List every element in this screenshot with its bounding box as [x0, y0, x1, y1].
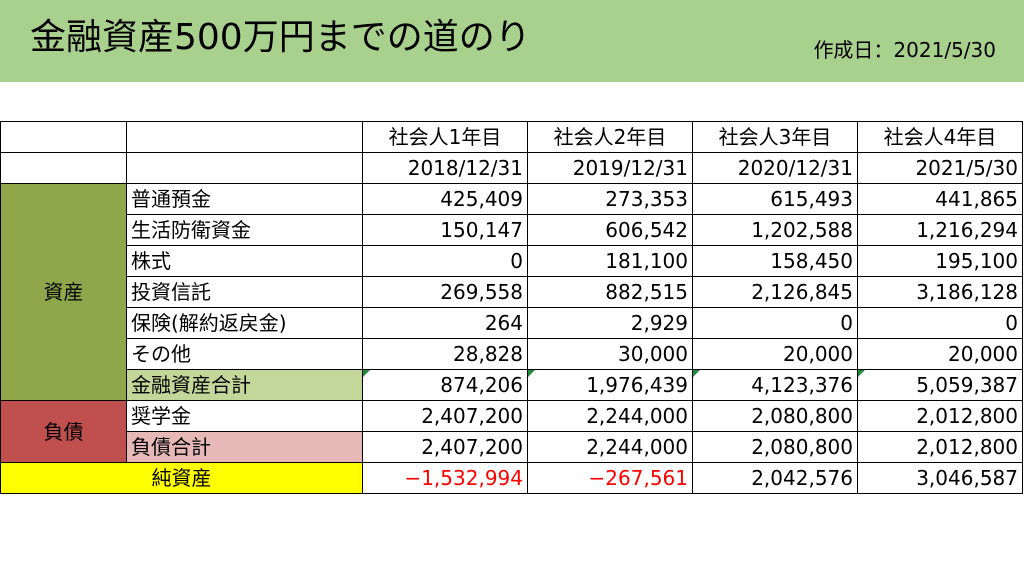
corner-cell — [0, 121, 127, 153]
row-label: 奨学金 — [126, 400, 363, 432]
liabilities-total-label: 負債合計 — [126, 431, 363, 463]
value-cell: 5,059,387 — [857, 369, 1023, 401]
value-cell: 3,186,128 — [857, 276, 1023, 308]
row-label: その他 — [126, 338, 363, 370]
value-cell: 273,353 — [527, 183, 693, 215]
value-cell: 269,558 — [362, 276, 528, 308]
value-cell: 150,147 — [362, 214, 528, 246]
column-header: 社会人2年目 — [527, 121, 693, 153]
value-cell: 1,216,294 — [857, 214, 1023, 246]
liabilities-category-cell: 負債 — [0, 400, 127, 463]
liabilities-total-row: 負債合計 2,407,200 2,244,000 2,080,800 2,012… — [1, 431, 1023, 463]
value-cell: 264 — [362, 307, 528, 339]
value-cell: −1,532,994 — [362, 462, 528, 494]
table-row: 投資信託 269,558 882,515 2,126,845 3,186,128 — [1, 276, 1023, 308]
value-cell: 2,407,200 — [362, 431, 528, 463]
value-cell: 20,000 — [857, 338, 1023, 370]
value-cell: 615,493 — [692, 183, 858, 215]
value-cell: −267,561 — [527, 462, 693, 494]
column-header: 社会人3年目 — [692, 121, 858, 153]
row-label: 保険(解約返戻金) — [126, 307, 363, 339]
financial-table: 社会人1年目 社会人2年目 社会人3年目 社会人4年目 2018/12/31 2… — [0, 121, 1023, 494]
value-cell: 2,244,000 — [527, 400, 693, 432]
column-header: 社会人1年目 — [362, 121, 528, 153]
value-cell: 158,450 — [692, 245, 858, 277]
value-cell: 2,012,800 — [857, 400, 1023, 432]
column-date: 2020/12/31 — [692, 152, 858, 184]
value-cell: 882,515 — [527, 276, 693, 308]
value-cell: 195,100 — [857, 245, 1023, 277]
value-cell: 2,080,800 — [692, 400, 858, 432]
created-date: 作成日：2021/5/30 — [813, 38, 996, 62]
corner-cell — [126, 121, 363, 153]
assets-category-cell: 資産 — [0, 183, 127, 401]
page-title: 金融資産500万円までの道のり — [30, 17, 531, 58]
value-cell: 3,046,587 — [857, 462, 1023, 494]
table-row: その他 28,828 30,000 20,000 20,000 — [1, 338, 1023, 370]
column-header: 社会人4年目 — [857, 121, 1023, 153]
value-cell: 441,865 — [857, 183, 1023, 215]
corner-cell — [0, 152, 127, 184]
value-cell: 30,000 — [527, 338, 693, 370]
table-row: 保険(解約返戻金) 264 2,929 0 0 — [1, 307, 1023, 339]
header-row-labels: 社会人1年目 社会人2年目 社会人3年目 社会人4年目 — [0, 121, 1023, 153]
net-assets-label: 純資産 — [0, 462, 363, 494]
corner-cell — [126, 152, 363, 184]
value-cell: 28,828 — [362, 338, 528, 370]
value-cell: 425,409 — [362, 183, 528, 215]
table-row: 資産 普通預金 425,409 273,353 615,493 441,865 — [0, 183, 1023, 401]
net-assets-row: 純資産 −1,532,994 −267,561 2,042,576 3,046,… — [0, 462, 1023, 494]
column-date: 2021/5/30 — [857, 152, 1023, 184]
value-cell: 2,407,200 — [362, 400, 528, 432]
column-date: 2018/12/31 — [362, 152, 528, 184]
table-row: 生活防衛資金 150,147 606,542 1,202,588 1,216,2… — [1, 214, 1023, 246]
value-cell: 606,542 — [527, 214, 693, 246]
value-cell: 0 — [692, 307, 858, 339]
value-cell: 0 — [362, 245, 528, 277]
value-cell: 1,202,588 — [692, 214, 858, 246]
value-cell: 874,206 — [362, 369, 528, 401]
value-cell: 4,123,376 — [692, 369, 858, 401]
value-cell: 2,929 — [527, 307, 693, 339]
assets-total-label: 金融資産合計 — [126, 369, 363, 401]
value-cell: 20,000 — [692, 338, 858, 370]
value-cell: 1,976,439 — [527, 369, 693, 401]
value-cell: 2,126,845 — [692, 276, 858, 308]
value-cell: 2,080,800 — [692, 431, 858, 463]
row-label: 投資信託 — [126, 276, 363, 308]
value-cell: 2,012,800 — [857, 431, 1023, 463]
row-label: 普通預金 — [126, 183, 363, 215]
header-row-dates: 2018/12/31 2019/12/31 2020/12/31 2021/5/… — [0, 152, 1023, 184]
table-row: 株式 0 181,100 158,450 195,100 — [1, 245, 1023, 277]
row-label: 生活防衛資金 — [126, 214, 363, 246]
value-cell: 2,042,576 — [692, 462, 858, 494]
value-cell: 2,244,000 — [527, 431, 693, 463]
title-banner: 金融資産500万円までの道のり 作成日：2021/5/30 — [0, 0, 1024, 82]
column-date: 2019/12/31 — [527, 152, 693, 184]
row-label: 株式 — [126, 245, 363, 277]
value-cell: 0 — [857, 307, 1023, 339]
value-cell: 181,100 — [527, 245, 693, 277]
assets-total-row: 金融資産合計 874,206 1,976,439 4,123,376 5,059… — [1, 369, 1023, 401]
table-row: 負債 奨学金 2,407,200 2,244,000 2,080,800 2,0… — [0, 400, 1023, 463]
